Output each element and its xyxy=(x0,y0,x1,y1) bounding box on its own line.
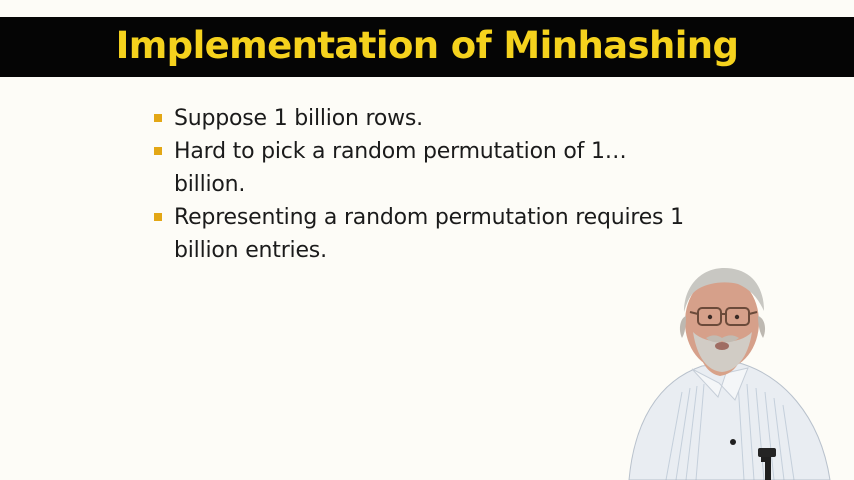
bullet-text: Hard to pick a random permutation of 1… … xyxy=(174,139,627,197)
speaker-neck xyxy=(698,348,744,376)
bullet-square-icon xyxy=(154,147,162,155)
speaker-face xyxy=(685,275,759,369)
bullet-item: Hard to pick a random permutation of 1… … xyxy=(152,135,732,201)
speaker-collar xyxy=(691,367,749,401)
speaker-video-overlay xyxy=(594,250,854,480)
bullet-item: Representing a random permutation requir… xyxy=(152,201,732,267)
bullet-square-icon xyxy=(154,114,162,122)
speaker-glasses-left-lens xyxy=(697,307,722,326)
lapel-microphone xyxy=(761,455,771,480)
bullet-list: Suppose 1 billion rows. Hard to pick a r… xyxy=(152,102,732,267)
bullet-item: Suppose 1 billion rows. xyxy=(152,102,732,135)
bullet-square-icon xyxy=(154,213,162,221)
title-bar: Implementation of Minhashing xyxy=(0,17,854,77)
speaker-beard xyxy=(693,332,752,372)
speaker-portrait xyxy=(628,268,831,480)
speaker-shirt xyxy=(628,361,831,480)
bullet-text: Representing a random permutation requir… xyxy=(174,205,684,263)
speaker-glasses-right-lens xyxy=(725,307,750,326)
slide-title: Implementation of Minhashing xyxy=(115,24,739,67)
bullet-text: Suppose 1 billion rows. xyxy=(174,106,423,131)
speaker-hair xyxy=(684,268,764,312)
